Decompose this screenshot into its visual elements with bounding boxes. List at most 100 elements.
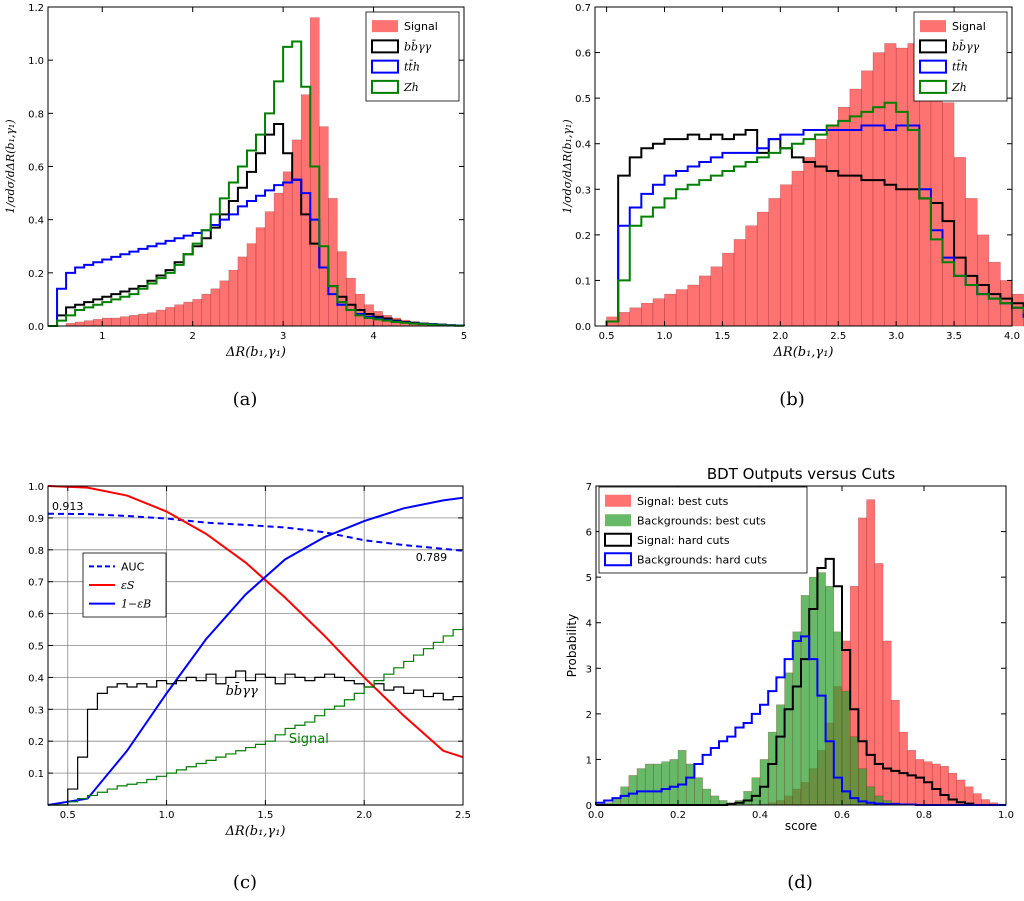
- x-tick-label: 0.0: [588, 810, 604, 821]
- x-tick-label: 2.0: [356, 810, 372, 821]
- series-b-3: [605, 101, 1024, 326]
- bar: [210, 288, 221, 327]
- chart-title: BDT Outputs versus Cuts: [707, 465, 895, 483]
- legend-label: AUC: [121, 560, 145, 573]
- legend-label: tt̄h: [952, 60, 968, 73]
- legend-label: Backgrounds: hard cuts: [637, 553, 767, 566]
- bar: [825, 586, 835, 806]
- annotation: bb̄γγ: [226, 682, 258, 699]
- bar: [165, 307, 175, 327]
- bar: [661, 761, 671, 806]
- bar: [833, 631, 843, 806]
- bar: [92, 319, 103, 327]
- legend-swatch: [371, 39, 399, 54]
- x-axis-title: ΔR(b₁,γ₁): [225, 345, 286, 360]
- bar: [644, 763, 654, 806]
- bar: [866, 499, 876, 806]
- bar: [965, 198, 978, 327]
- legend-item: Backgrounds: hard cuts: [604, 552, 767, 567]
- bar: [826, 125, 839, 327]
- bar: [874, 563, 884, 806]
- bar: [800, 595, 810, 806]
- bar: [328, 198, 338, 327]
- bar: [710, 795, 720, 806]
- legend-label: εS: [121, 579, 135, 592]
- caption-a: (a): [233, 389, 258, 410]
- x-tick-label: 2.0: [772, 331, 788, 342]
- x-tick-label: 2: [190, 331, 196, 342]
- bar: [617, 312, 631, 327]
- y-tick-label: 0.1: [28, 769, 44, 780]
- bar: [808, 576, 818, 806]
- legend-b: Signal bb̄γγ tt̄h Zh: [913, 11, 1008, 102]
- legend-swatch: [919, 59, 947, 74]
- y-tick-label: 4: [586, 619, 592, 630]
- bar: [972, 793, 982, 806]
- bar: [237, 256, 248, 327]
- bar: [792, 631, 802, 806]
- bar: [219, 280, 230, 327]
- y-tick-label: 1.0: [28, 56, 44, 67]
- legend-swatch: [919, 39, 947, 54]
- x-tick-label: 0.5: [599, 331, 615, 342]
- bar: [201, 293, 212, 327]
- x-tick-label: 0.8: [916, 810, 932, 821]
- x-tick-label: 1.0: [657, 331, 673, 342]
- bar: [677, 750, 687, 806]
- step-line: [605, 129, 1024, 326]
- bar: [612, 797, 621, 806]
- step-line: [48, 40, 465, 327]
- bar: [273, 192, 284, 327]
- y-tick-label: 0.8: [28, 546, 44, 557]
- panel-c: 0.5 1.0 1.5 2.0 2.5 0.1 0.2 0.3 0.4 0.5 0.6 0.7 0.8 0…: [28, 482, 471, 839]
- bar: [364, 304, 374, 327]
- bar: [964, 786, 974, 806]
- bar: [156, 309, 166, 327]
- x-tick-label: 0.2: [670, 810, 686, 821]
- bar: [803, 157, 816, 327]
- x-tick-label: 3.0: [888, 331, 904, 342]
- y-axis-title: 1/σdσ/dΔR(b₁,γ₁): [561, 119, 574, 213]
- series-b-1: [605, 129, 1024, 326]
- y-axis-title: 1/σdσ/dΔR(b₁,γ₁): [4, 119, 17, 213]
- legend-swatch: [919, 79, 947, 94]
- bar: [111, 317, 121, 327]
- y-tick-label: 0.6: [28, 610, 44, 621]
- bar: [784, 672, 794, 806]
- bar: [669, 759, 679, 806]
- x-tick-label: 4.0: [1004, 331, 1020, 342]
- y-tick-label: 1.2: [28, 3, 44, 14]
- bar: [685, 763, 695, 806]
- x-tick-label: 3: [280, 331, 286, 342]
- bar: [751, 777, 761, 806]
- bar: [849, 88, 862, 327]
- bar: [628, 775, 638, 806]
- bar: [942, 102, 955, 327]
- x-tick-label: 4: [370, 331, 376, 342]
- legend-label: Signal: [952, 20, 986, 33]
- legend-item: εS: [89, 579, 135, 592]
- y-tick-label: 0.6: [28, 163, 44, 174]
- bar: [907, 750, 917, 806]
- bar: [687, 284, 700, 327]
- bar: [923, 761, 933, 806]
- step-line: [595, 635, 1006, 806]
- bar: [915, 759, 925, 806]
- x-tick-label: 5: [461, 331, 467, 342]
- y-tick-label: 0.7: [28, 578, 44, 589]
- y-tick-label: 0.2: [28, 737, 44, 748]
- caption-b: (b): [779, 389, 805, 410]
- axes-frame: [594, 6, 1013, 327]
- bar: [120, 316, 130, 327]
- bar: [300, 94, 311, 327]
- y-tick-label: 0.2: [575, 231, 591, 242]
- legend-label: Signal: best cuts: [637, 495, 729, 508]
- bar: [337, 251, 347, 327]
- bar: [282, 171, 293, 327]
- legend-item: Signal: [920, 20, 986, 33]
- x-tick-label: 1.0: [998, 810, 1014, 821]
- legend-swatch: [372, 20, 398, 33]
- legend-swatch: [371, 79, 399, 94]
- bar: [759, 759, 769, 806]
- legend-item: bb̄γγ: [371, 39, 432, 54]
